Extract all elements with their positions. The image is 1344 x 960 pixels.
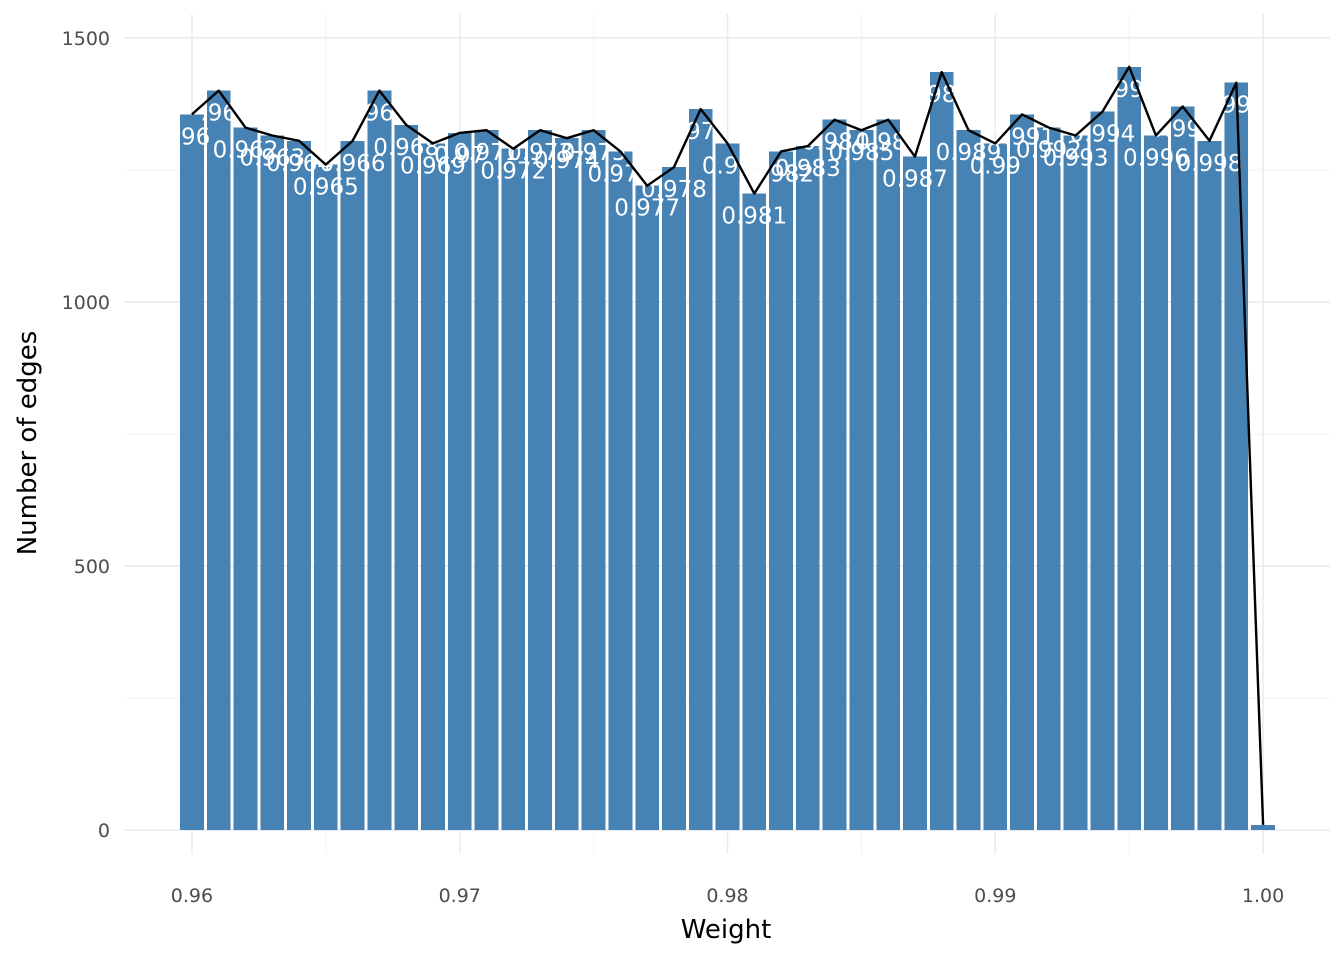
bar	[1251, 824, 1275, 831]
bar	[1063, 135, 1088, 831]
bar	[635, 185, 660, 831]
data-label: 0.974	[534, 148, 600, 174]
bar	[822, 119, 847, 831]
y-tick-label: 1000	[62, 292, 110, 314]
data-label: 0.985	[828, 140, 894, 166]
y-tick-label: 0	[98, 820, 110, 842]
y-tick-label: 500	[74, 556, 110, 578]
x-tick-label: 0.98	[706, 885, 748, 907]
bar	[313, 164, 338, 831]
bar	[1010, 114, 1034, 831]
bar	[260, 135, 285, 831]
bar	[1224, 82, 1249, 831]
bar	[206, 90, 231, 831]
bar	[554, 138, 579, 831]
bar	[421, 143, 445, 831]
data-label: 0.976	[587, 161, 653, 187]
bar	[501, 148, 526, 831]
x-tick-label: 0.96	[171, 885, 213, 907]
data-label: 0.996	[1123, 146, 1189, 172]
data-label: 0.975	[561, 140, 627, 166]
bar	[929, 72, 954, 831]
bar	[528, 130, 552, 831]
data-label: 0.992	[1016, 138, 1082, 164]
bar	[1197, 140, 1222, 831]
axes: 0.96 0.97 0.98 0.99 1.00 0 500 1000 1500	[62, 28, 1285, 907]
bar	[340, 140, 365, 831]
x-tick-label: 0.99	[974, 885, 1016, 907]
bar	[956, 130, 981, 831]
data-label: 0.993	[1043, 146, 1109, 172]
bar	[367, 90, 392, 831]
bar	[581, 130, 606, 831]
bar	[1117, 66, 1142, 831]
bar	[180, 114, 204, 831]
bar	[769, 151, 793, 831]
data-label: 0.969	[400, 153, 466, 179]
data-label: 0.99	[970, 153, 1021, 179]
y-axis-title: Number of edges	[13, 331, 43, 556]
data-label: 0.987	[882, 167, 948, 193]
bar	[849, 130, 874, 831]
bar	[394, 124, 419, 831]
bars	[180, 66, 1275, 831]
data-label: .96	[174, 124, 211, 150]
bar	[1144, 135, 1168, 831]
data-label: 0.964	[266, 151, 332, 177]
bar	[983, 143, 1008, 831]
data-label: 0.962	[213, 138, 279, 164]
y-tick-label: 1500	[62, 28, 110, 50]
bar	[608, 151, 633, 831]
bar	[1170, 106, 1195, 831]
data-label: 0.981	[721, 204, 787, 230]
data-label: 0.989	[936, 140, 1002, 166]
bar	[287, 140, 311, 831]
bar	[742, 193, 767, 831]
bar	[662, 167, 686, 831]
bar	[1090, 111, 1115, 831]
data-label: 0.994	[1069, 122, 1135, 148]
bar	[688, 109, 713, 831]
x-axis-title: Weight	[681, 915, 772, 945]
trend-line	[191, 65, 1265, 825]
data-label: 0.977	[614, 196, 680, 222]
bar	[474, 130, 499, 831]
data-label: 0.965	[293, 175, 359, 201]
bar	[233, 127, 258, 831]
data-label: 0.972	[480, 159, 546, 185]
x-tick-label: 0.97	[439, 885, 481, 907]
data-label: 0.963	[239, 146, 305, 172]
data-label: 0.97	[434, 143, 485, 169]
bar	[1036, 127, 1061, 831]
bar	[876, 119, 901, 831]
bar	[447, 132, 472, 831]
data-label: 0.982	[748, 161, 814, 187]
bar	[903, 156, 927, 831]
bar	[795, 146, 820, 831]
data-label: 0.998	[1177, 151, 1243, 177]
data-label: 0.983	[775, 156, 841, 182]
x-tick-label: 1.00	[1242, 885, 1284, 907]
data-label: 0.966	[320, 151, 386, 177]
data-label: .96	[200, 101, 237, 127]
data-labels: .96.960.9620.9630.9640.9650.966960.9680.…	[174, 77, 1251, 230]
data-label: 0.978	[641, 177, 707, 203]
data-label: 0.997	[1150, 116, 1216, 142]
bar	[715, 143, 740, 831]
